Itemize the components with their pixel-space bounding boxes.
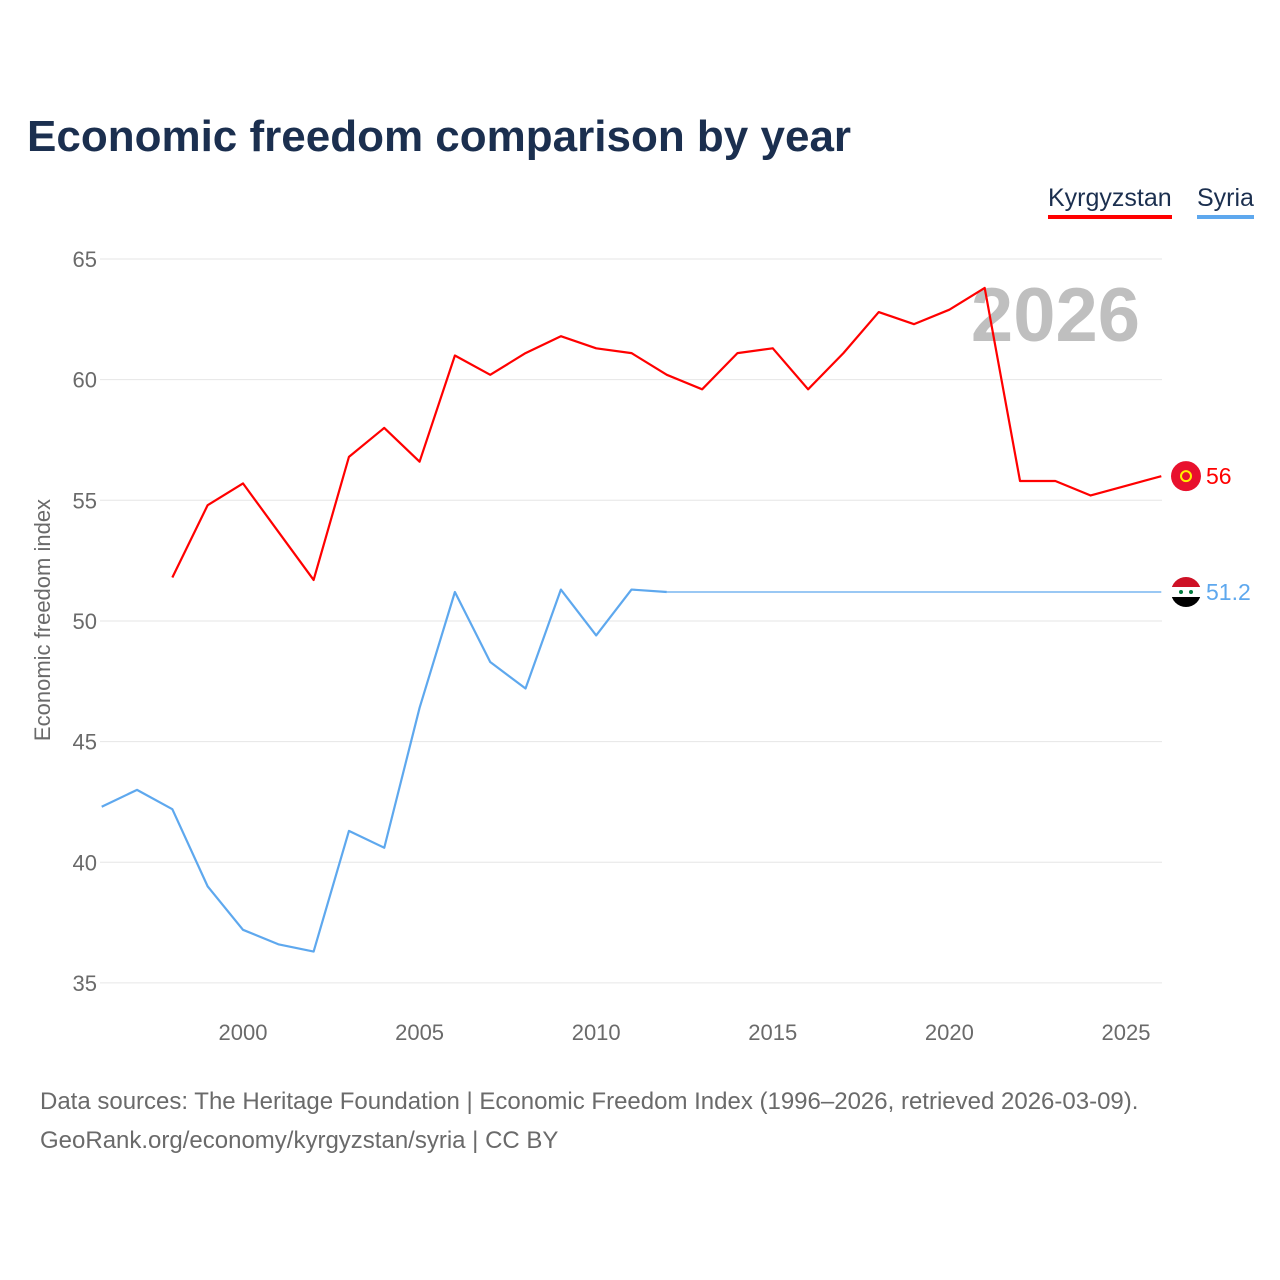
- x-tick-label: 2015: [748, 1020, 797, 1045]
- y-tick-label: 45: [73, 730, 97, 755]
- flag-background: [1171, 461, 1201, 492]
- chart-title: Economic freedom comparison by year: [27, 112, 852, 161]
- series-line-syria: [101, 588, 667, 953]
- x-tick-label: 2025: [1102, 1020, 1151, 1045]
- y-axis-label: Economic freedom index: [30, 499, 55, 741]
- year-watermark: 2026: [971, 273, 1140, 358]
- x-tick-label: 2020: [925, 1020, 974, 1045]
- x-tick-label: 2010: [572, 1020, 621, 1045]
- y-tick-label: 35: [73, 971, 97, 996]
- x-tick-label: 2005: [395, 1020, 444, 1045]
- flag-white-stripe: [1171, 586, 1201, 597]
- legend-kyrgyzstan[interactable]: Kyrgyzstan: [1048, 184, 1172, 219]
- y-tick-label: 60: [73, 368, 97, 393]
- y-tick-label: 65: [73, 247, 97, 272]
- legend-syria[interactable]: Syria: [1197, 184, 1254, 219]
- series-line-kyrgyzstan: [171, 286, 1162, 582]
- y-tick-label: 50: [73, 609, 97, 634]
- flag-icon-syria: [1171, 576, 1201, 607]
- attribution-text: GeoRank.org/economy/kyrgyzstan/syria | C…: [40, 1127, 559, 1154]
- y-tick-label: 40: [73, 850, 97, 875]
- flag-black-stripe: [1171, 596, 1201, 607]
- flag-icon-kyrgyzstan: [1171, 461, 1201, 492]
- flag-star: [1189, 589, 1193, 594]
- flag-star: [1179, 589, 1183, 594]
- flag-red-stripe: [1171, 576, 1201, 587]
- data-source-text: Data sources: The Heritage Foundation | …: [40, 1088, 1139, 1115]
- end-value-label: 51.2: [1206, 579, 1251, 605]
- end-value-label: 56: [1206, 463, 1232, 489]
- x-tick-label: 2000: [219, 1020, 268, 1045]
- flag-sun: [1180, 470, 1192, 483]
- y-tick-label: 55: [73, 488, 97, 513]
